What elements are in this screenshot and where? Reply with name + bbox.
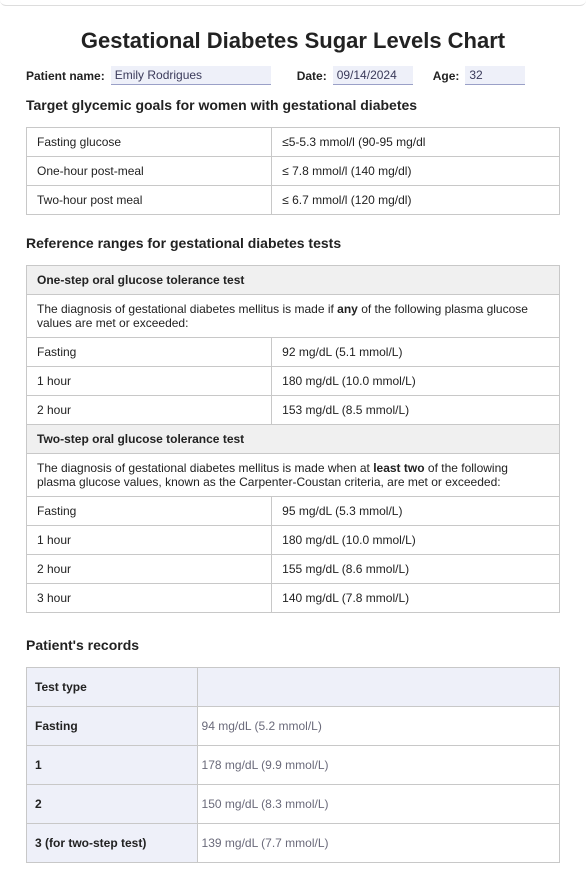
two-step-header: Two-step oral glucose tolerance test: [27, 425, 560, 454]
ref-label: 1 hour: [27, 526, 272, 555]
goals-heading: Target glycemic goals for women with ges…: [26, 97, 560, 113]
desc-bold: any: [337, 302, 358, 316]
date-label: Date:: [297, 69, 327, 83]
records-heading: Patient's records: [26, 637, 560, 653]
patient-info-row: Patient name: Date: Age:: [26, 66, 560, 85]
two-step-title: Two-step oral glucose tolerance test: [27, 425, 560, 454]
goal-label: Fasting glucose: [27, 128, 272, 157]
goal-value: ≤5-5.3 mmol/l (90-95 mg/dl: [272, 128, 560, 157]
goal-value: ≤ 6.7 mmol/l (120 mg/dl): [272, 186, 560, 215]
ref-label: 2 hour: [27, 396, 272, 425]
record-value: 150 mg/dL (8.3 mmol/L): [197, 785, 559, 824]
table-row: Fasting glucose ≤5-5.3 mmol/l (90-95 mg/…: [27, 128, 560, 157]
ref-label: 1 hour: [27, 367, 272, 396]
record-label: 1: [27, 746, 198, 785]
ref-value: 95 mg/dL (5.3 mmol/L): [272, 497, 560, 526]
page-title: Gestational Diabetes Sugar Levels Chart: [26, 28, 560, 54]
records-header-cell: Test type: [27, 668, 198, 707]
table-row: Fasting 94 mg/dL (5.2 mmol/L): [27, 707, 560, 746]
record-value: 94 mg/dL (5.2 mmol/L): [197, 707, 559, 746]
page: Gestational Diabetes Sugar Levels Chart …: [0, 0, 586, 887]
table-row: 3 hour 140 mg/dL (7.8 mmol/L): [27, 584, 560, 613]
table-row: 2 hour 155 mg/dL (8.6 mmol/L): [27, 555, 560, 584]
table-row: 1 hour 180 mg/dL (10.0 mmol/L): [27, 367, 560, 396]
ref-label: Fasting: [27, 497, 272, 526]
record-value: 139 mg/dL (7.7 mmol/L): [197, 824, 559, 863]
table-row: 2 hour 153 mg/dL (8.5 mmol/L): [27, 396, 560, 425]
patient-name-label: Patient name:: [26, 69, 105, 83]
ref-value: 180 mg/dL (10.0 mmol/L): [272, 367, 560, 396]
ref-label: Fasting: [27, 338, 272, 367]
records-header-empty: [197, 668, 559, 707]
table-row: 3 (for two-step test) 139 mg/dL (7.7 mmo…: [27, 824, 560, 863]
desc-bold: least two: [373, 461, 424, 475]
one-step-title: One-step oral glucose tolerance test: [27, 266, 560, 295]
reference-heading: Reference ranges for gestational diabete…: [26, 235, 560, 251]
goal-value: ≤ 7.8 mmol/l (140 mg/dl): [272, 157, 560, 186]
table-row: 1 hour 180 mg/dL (10.0 mmol/L): [27, 526, 560, 555]
two-step-desc-row: The diagnosis of gestational diabetes me…: [27, 454, 560, 497]
two-step-desc: The diagnosis of gestational diabetes me…: [27, 454, 560, 497]
table-row: Fasting 95 mg/dL (5.3 mmol/L): [27, 497, 560, 526]
age-label: Age:: [433, 69, 460, 83]
record-label: 2: [27, 785, 198, 824]
age-input[interactable]: [465, 66, 525, 85]
desc-pre: The diagnosis of gestational diabetes me…: [37, 302, 337, 316]
ref-label: 2 hour: [27, 555, 272, 584]
records-table: Test type Fasting 94 mg/dL (5.2 mmol/L) …: [26, 667, 560, 863]
table-row: Fasting 92 mg/dL (5.1 mmol/L): [27, 338, 560, 367]
record-label: 3 (for two-step test): [27, 824, 198, 863]
goal-label: Two-hour post meal: [27, 186, 272, 215]
desc-pre: The diagnosis of gestational diabetes me…: [37, 461, 373, 475]
table-row: 2 150 mg/dL (8.3 mmol/L): [27, 785, 560, 824]
goals-table: Fasting glucose ≤5-5.3 mmol/l (90-95 mg/…: [26, 127, 560, 215]
table-row: One-hour post-meal ≤ 7.8 mmol/l (140 mg/…: [27, 157, 560, 186]
record-label: Fasting: [27, 707, 198, 746]
reference-table: One-step oral glucose tolerance test The…: [26, 265, 560, 613]
ref-value: 140 mg/dL (7.8 mmol/L): [272, 584, 560, 613]
patient-name-input[interactable]: [111, 66, 271, 85]
goal-label: One-hour post-meal: [27, 157, 272, 186]
one-step-desc: The diagnosis of gestational diabetes me…: [27, 295, 560, 338]
ref-label: 3 hour: [27, 584, 272, 613]
ref-value: 153 mg/dL (8.5 mmol/L): [272, 396, 560, 425]
record-value: 178 mg/dL (9.9 mmol/L): [197, 746, 559, 785]
records-header-row: Test type: [27, 668, 560, 707]
table-row: 1 178 mg/dL (9.9 mmol/L): [27, 746, 560, 785]
table-row: Two-hour post meal ≤ 6.7 mmol/l (120 mg/…: [27, 186, 560, 215]
ref-value: 180 mg/dL (10.0 mmol/L): [272, 526, 560, 555]
one-step-header: One-step oral glucose tolerance test: [27, 266, 560, 295]
top-border: [0, 0, 586, 6]
ref-value: 155 mg/dL (8.6 mmol/L): [272, 555, 560, 584]
ref-value: 92 mg/dL (5.1 mmol/L): [272, 338, 560, 367]
date-input[interactable]: [333, 66, 413, 85]
one-step-desc-row: The diagnosis of gestational diabetes me…: [27, 295, 560, 338]
